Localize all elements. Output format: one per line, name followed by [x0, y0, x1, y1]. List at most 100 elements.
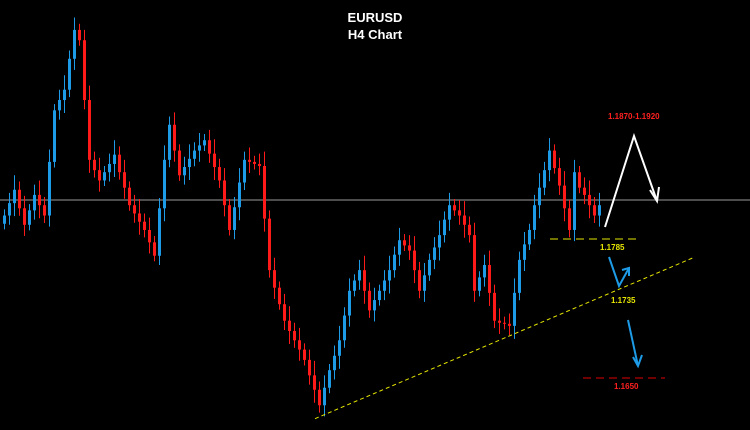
bull-candle [233, 207, 236, 230]
bear-candle [313, 375, 316, 390]
bull-candle [398, 240, 401, 255]
projection-bounce-path [608, 256, 630, 289]
bear-candle [593, 205, 596, 216]
bear-candle [213, 153, 216, 168]
bear-candle [88, 100, 91, 160]
bear-candle [453, 205, 456, 211]
target-up-label: 1.1870-1.1920 [608, 112, 660, 121]
bull-candle [358, 270, 361, 281]
bear-candle [303, 349, 306, 360]
bull-candle [483, 265, 486, 278]
bear-candle [23, 208, 26, 225]
chart-title: EURUSD [347, 10, 403, 25]
bull-candle [243, 159, 246, 183]
bull-candle [48, 161, 51, 216]
bull-candle [323, 387, 326, 406]
bull-candle [183, 167, 186, 176]
bear-candle [583, 187, 586, 195]
bear-candle [408, 245, 411, 251]
support-label: 1.1785 [600, 243, 625, 252]
bear-candle [228, 205, 231, 230]
bear-candle [503, 322, 506, 324]
bull-candle [448, 205, 451, 220]
bear-candle [363, 270, 366, 291]
bull-candle [238, 182, 241, 208]
bull-candle [423, 275, 426, 291]
bear-candle [568, 208, 571, 230]
bull-candle [523, 244, 526, 260]
bull-candle [113, 154, 116, 164]
bull-candle [353, 280, 356, 291]
bull-candle [378, 290, 381, 301]
bear-candle [498, 320, 501, 323]
bull-candle [598, 205, 601, 216]
bull-candle [438, 235, 441, 248]
bear-candle [473, 235, 476, 291]
projection-down-arrowhead-icon [632, 354, 643, 369]
bear-candle [298, 340, 301, 350]
bear-candle [508, 323, 511, 326]
bull-candle [168, 124, 171, 160]
bear-candle [208, 140, 211, 154]
bear-candle [38, 194, 41, 206]
bull-candle [373, 300, 376, 311]
chart-subtitle: H4 Chart [347, 27, 403, 42]
bull-candle [513, 292, 516, 326]
bull-candle [328, 370, 331, 388]
bull-candle [3, 215, 6, 224]
bull-candle [193, 150, 196, 159]
bear-candle [258, 163, 261, 167]
bear-candle [368, 290, 371, 311]
bull-candle [103, 172, 106, 181]
bull-candle [383, 280, 386, 291]
projection-down-path [627, 319, 639, 367]
bear-candle [418, 270, 421, 291]
bear-candle [553, 150, 556, 169]
bear-candle [248, 159, 251, 162]
bear-candle [98, 170, 101, 181]
bear-candle [143, 221, 146, 230]
bull-candle [333, 355, 336, 371]
bear-candle [43, 205, 46, 216]
bear-candle [128, 187, 131, 206]
bull-candle [13, 189, 16, 204]
bear-candle [153, 242, 156, 256]
bear-candle [463, 215, 466, 225]
bull-candle [63, 89, 66, 101]
bear-candle [578, 172, 581, 188]
bull-candle [518, 259, 521, 293]
bear-candle [138, 213, 141, 222]
bull-candle [73, 29, 76, 59]
bear-candle [133, 205, 136, 214]
bull-candle [388, 270, 391, 281]
bear-candle [223, 180, 226, 206]
bull-candle [428, 259, 431, 276]
bear-candle [293, 331, 296, 341]
bull-candle [198, 145, 201, 151]
bear-candle [318, 389, 321, 406]
bull-candle [393, 254, 396, 271]
bear-candle [488, 265, 491, 293]
target-down-label: 1.1650 [614, 382, 639, 391]
bear-candle [218, 167, 221, 181]
bear-candle [403, 240, 406, 246]
bull-candle [343, 315, 346, 341]
bear-candle [288, 320, 291, 332]
bull-candle [188, 158, 191, 168]
bull-candle [28, 210, 31, 225]
bull-candle [203, 140, 206, 146]
bull-candle [538, 187, 541, 206]
bull-candle [433, 247, 436, 260]
bear-candle [278, 287, 281, 305]
bear-candle [173, 124, 176, 151]
projection-bounce-arrowhead-icon [621, 266, 630, 276]
projection-up-arrowhead-icon [649, 186, 660, 204]
bull-candle [443, 219, 446, 236]
bear-candle [178, 150, 181, 176]
bear-candle [458, 210, 461, 216]
bear-candle [413, 250, 416, 271]
bear-candle [148, 229, 151, 243]
bull-candle [68, 58, 71, 90]
